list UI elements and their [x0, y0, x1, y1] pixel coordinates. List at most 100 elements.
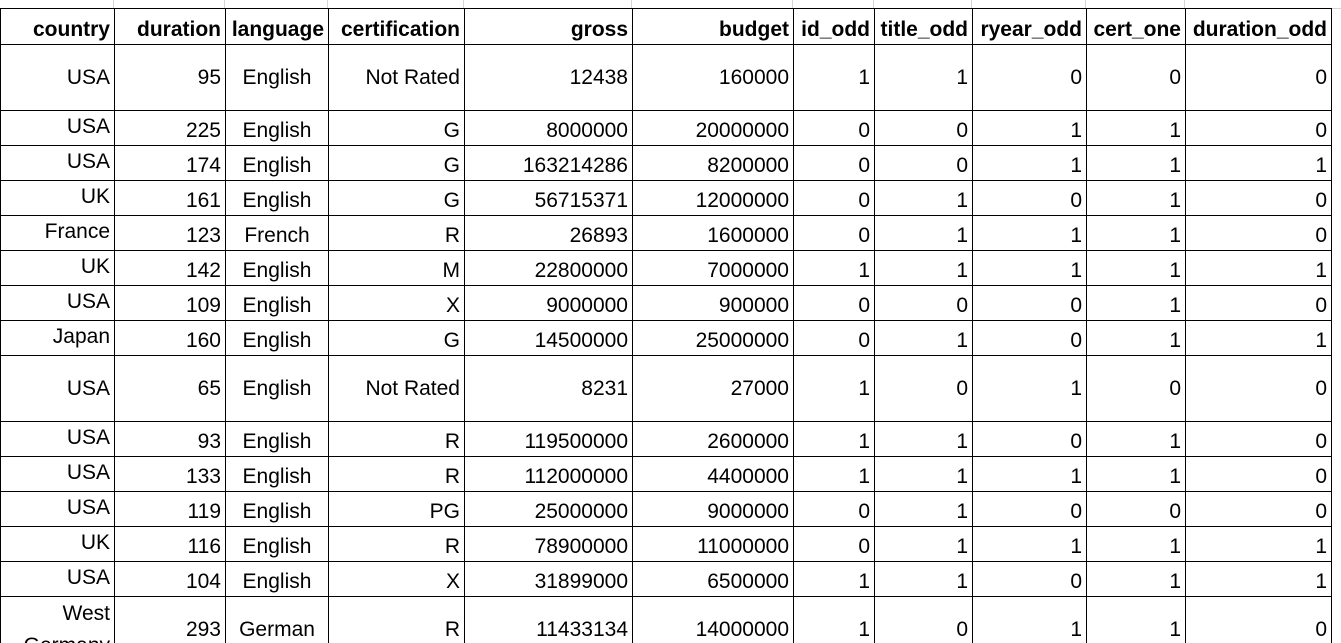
- cell-id-odd[interactable]: 0: [793, 180, 875, 216]
- cell-gross[interactable]: 25000000: [464, 491, 633, 527]
- cell-title-odd[interactable]: 0: [874, 285, 973, 321]
- cell-budget[interactable]: 9000000: [632, 491, 794, 527]
- cell-duration-odd[interactable]: 0: [1185, 215, 1332, 251]
- cell-duration[interactable]: 116: [114, 526, 226, 562]
- cell-country[interactable]: USA: [0, 561, 115, 597]
- cell-certification[interactable]: Not Rated: [328, 44, 465, 111]
- cell-ryear-odd[interactable]: 1: [972, 596, 1087, 643]
- cell-country[interactable]: UK: [0, 250, 115, 286]
- cell-certification[interactable]: X: [328, 561, 465, 597]
- cell-certification[interactable]: R: [328, 215, 465, 251]
- cell-id-odd[interactable]: 0: [793, 110, 875, 146]
- cell-country[interactable]: France: [0, 215, 115, 251]
- cell-cert-one[interactable]: 1: [1086, 285, 1186, 321]
- cell-cert-one[interactable]: 0: [1086, 491, 1186, 527]
- cell-ryear-odd[interactable]: 1: [972, 215, 1087, 251]
- cell-language[interactable]: English: [225, 355, 329, 422]
- header-cell-ryear-odd[interactable]: ryear_odd: [972, 8, 1087, 45]
- cell-duration[interactable]: 123: [114, 215, 226, 251]
- cell-gross[interactable]: 12438: [464, 44, 633, 111]
- header-cell-duration[interactable]: duration: [114, 8, 226, 45]
- cell-language[interactable]: English: [225, 250, 329, 286]
- cell-duration-odd[interactable]: 0: [1185, 44, 1332, 111]
- cell-title-odd[interactable]: 1: [874, 44, 973, 111]
- header-cell-certification[interactable]: certification: [328, 8, 465, 45]
- cell-title-odd[interactable]: 1: [874, 320, 973, 356]
- cell-ryear-odd[interactable]: 0: [972, 491, 1087, 527]
- cell-budget[interactable]: 25000000: [632, 320, 794, 356]
- cell-duration-odd[interactable]: 0: [1185, 285, 1332, 321]
- cell-duration-odd[interactable]: 1: [1185, 561, 1332, 597]
- cell-budget[interactable]: 8200000: [632, 145, 794, 181]
- cell-country[interactable]: USA: [0, 456, 115, 492]
- cell-duration-odd[interactable]: 0: [1185, 421, 1332, 457]
- cell-id-odd[interactable]: 1: [793, 456, 875, 492]
- cell-language[interactable]: German: [225, 596, 329, 643]
- cell-budget[interactable]: 11000000: [632, 526, 794, 562]
- cell-country[interactable]: Japan: [0, 320, 115, 356]
- cell-duration[interactable]: 133: [114, 456, 226, 492]
- cell-title-odd[interactable]: 0: [874, 355, 973, 422]
- cell-title-odd[interactable]: 1: [874, 180, 973, 216]
- cell-country[interactable]: USA: [0, 421, 115, 457]
- cell-certification[interactable]: R: [328, 421, 465, 457]
- cell-ryear-odd[interactable]: 0: [972, 180, 1087, 216]
- cell-duration-odd[interactable]: 1: [1185, 320, 1332, 356]
- cell-gross[interactable]: 14500000: [464, 320, 633, 356]
- cell-cert-one[interactable]: 1: [1086, 456, 1186, 492]
- cell-gross[interactable]: 9000000: [464, 285, 633, 321]
- cell-language[interactable]: English: [225, 180, 329, 216]
- cell-id-odd[interactable]: 0: [793, 285, 875, 321]
- cell-language[interactable]: English: [225, 145, 329, 181]
- cell-id-odd[interactable]: 0: [793, 320, 875, 356]
- cell-ryear-odd[interactable]: 0: [972, 561, 1087, 597]
- cell-budget[interactable]: 6500000: [632, 561, 794, 597]
- cell-country[interactable]: USA: [0, 285, 115, 321]
- cell-cert-one[interactable]: 1: [1086, 145, 1186, 181]
- cell-gross[interactable]: 11433134: [464, 596, 633, 643]
- cell-duration[interactable]: 95: [114, 44, 226, 111]
- cell-duration-odd[interactable]: 0: [1185, 596, 1332, 643]
- cell-gross[interactable]: 56715371: [464, 180, 633, 216]
- cell-title-odd[interactable]: 1: [874, 561, 973, 597]
- cell-certification[interactable]: R: [328, 596, 465, 643]
- cell-ryear-odd[interactable]: 1: [972, 456, 1087, 492]
- cell-duration[interactable]: 109: [114, 285, 226, 321]
- cell-title-odd[interactable]: 1: [874, 215, 973, 251]
- cell-language[interactable]: English: [225, 110, 329, 146]
- cell-certification[interactable]: G: [328, 320, 465, 356]
- cell-certification[interactable]: Not Rated: [328, 355, 465, 422]
- cell-id-odd[interactable]: 1: [793, 250, 875, 286]
- cell-cert-one[interactable]: 1: [1086, 561, 1186, 597]
- cell-certification[interactable]: G: [328, 180, 465, 216]
- cell-country[interactable]: USA: [0, 110, 115, 146]
- cell-budget[interactable]: 7000000: [632, 250, 794, 286]
- cell-language[interactable]: English: [225, 561, 329, 597]
- cell-duration-odd[interactable]: 0: [1185, 110, 1332, 146]
- cell-budget[interactable]: 2600000: [632, 421, 794, 457]
- cell-budget[interactable]: 12000000: [632, 180, 794, 216]
- header-cell-budget[interactable]: budget: [632, 8, 794, 45]
- cell-id-odd[interactable]: 1: [793, 44, 875, 111]
- cell-language[interactable]: English: [225, 44, 329, 111]
- cell-certification[interactable]: G: [328, 110, 465, 146]
- cell-gross[interactable]: 112000000: [464, 456, 633, 492]
- cell-title-odd[interactable]: 1: [874, 456, 973, 492]
- cell-cert-one[interactable]: 1: [1086, 180, 1186, 216]
- cell-gross[interactable]: 22800000: [464, 250, 633, 286]
- cell-budget[interactable]: 14000000: [632, 596, 794, 643]
- cell-duration-odd[interactable]: 1: [1185, 526, 1332, 562]
- cell-cert-one[interactable]: 1: [1086, 320, 1186, 356]
- cell-cert-one[interactable]: 1: [1086, 596, 1186, 643]
- cell-certification[interactable]: X: [328, 285, 465, 321]
- header-cell-gross[interactable]: gross: [464, 8, 633, 45]
- cell-language[interactable]: French: [225, 215, 329, 251]
- cell-cert-one[interactable]: 1: [1086, 526, 1186, 562]
- cell-id-odd[interactable]: 0: [793, 491, 875, 527]
- cell-certification[interactable]: R: [328, 526, 465, 562]
- cell-duration[interactable]: 293: [114, 596, 226, 643]
- cell-country[interactable]: USA: [0, 491, 115, 527]
- cell-duration[interactable]: 93: [114, 421, 226, 457]
- cell-certification[interactable]: PG: [328, 491, 465, 527]
- cell-budget[interactable]: 4400000: [632, 456, 794, 492]
